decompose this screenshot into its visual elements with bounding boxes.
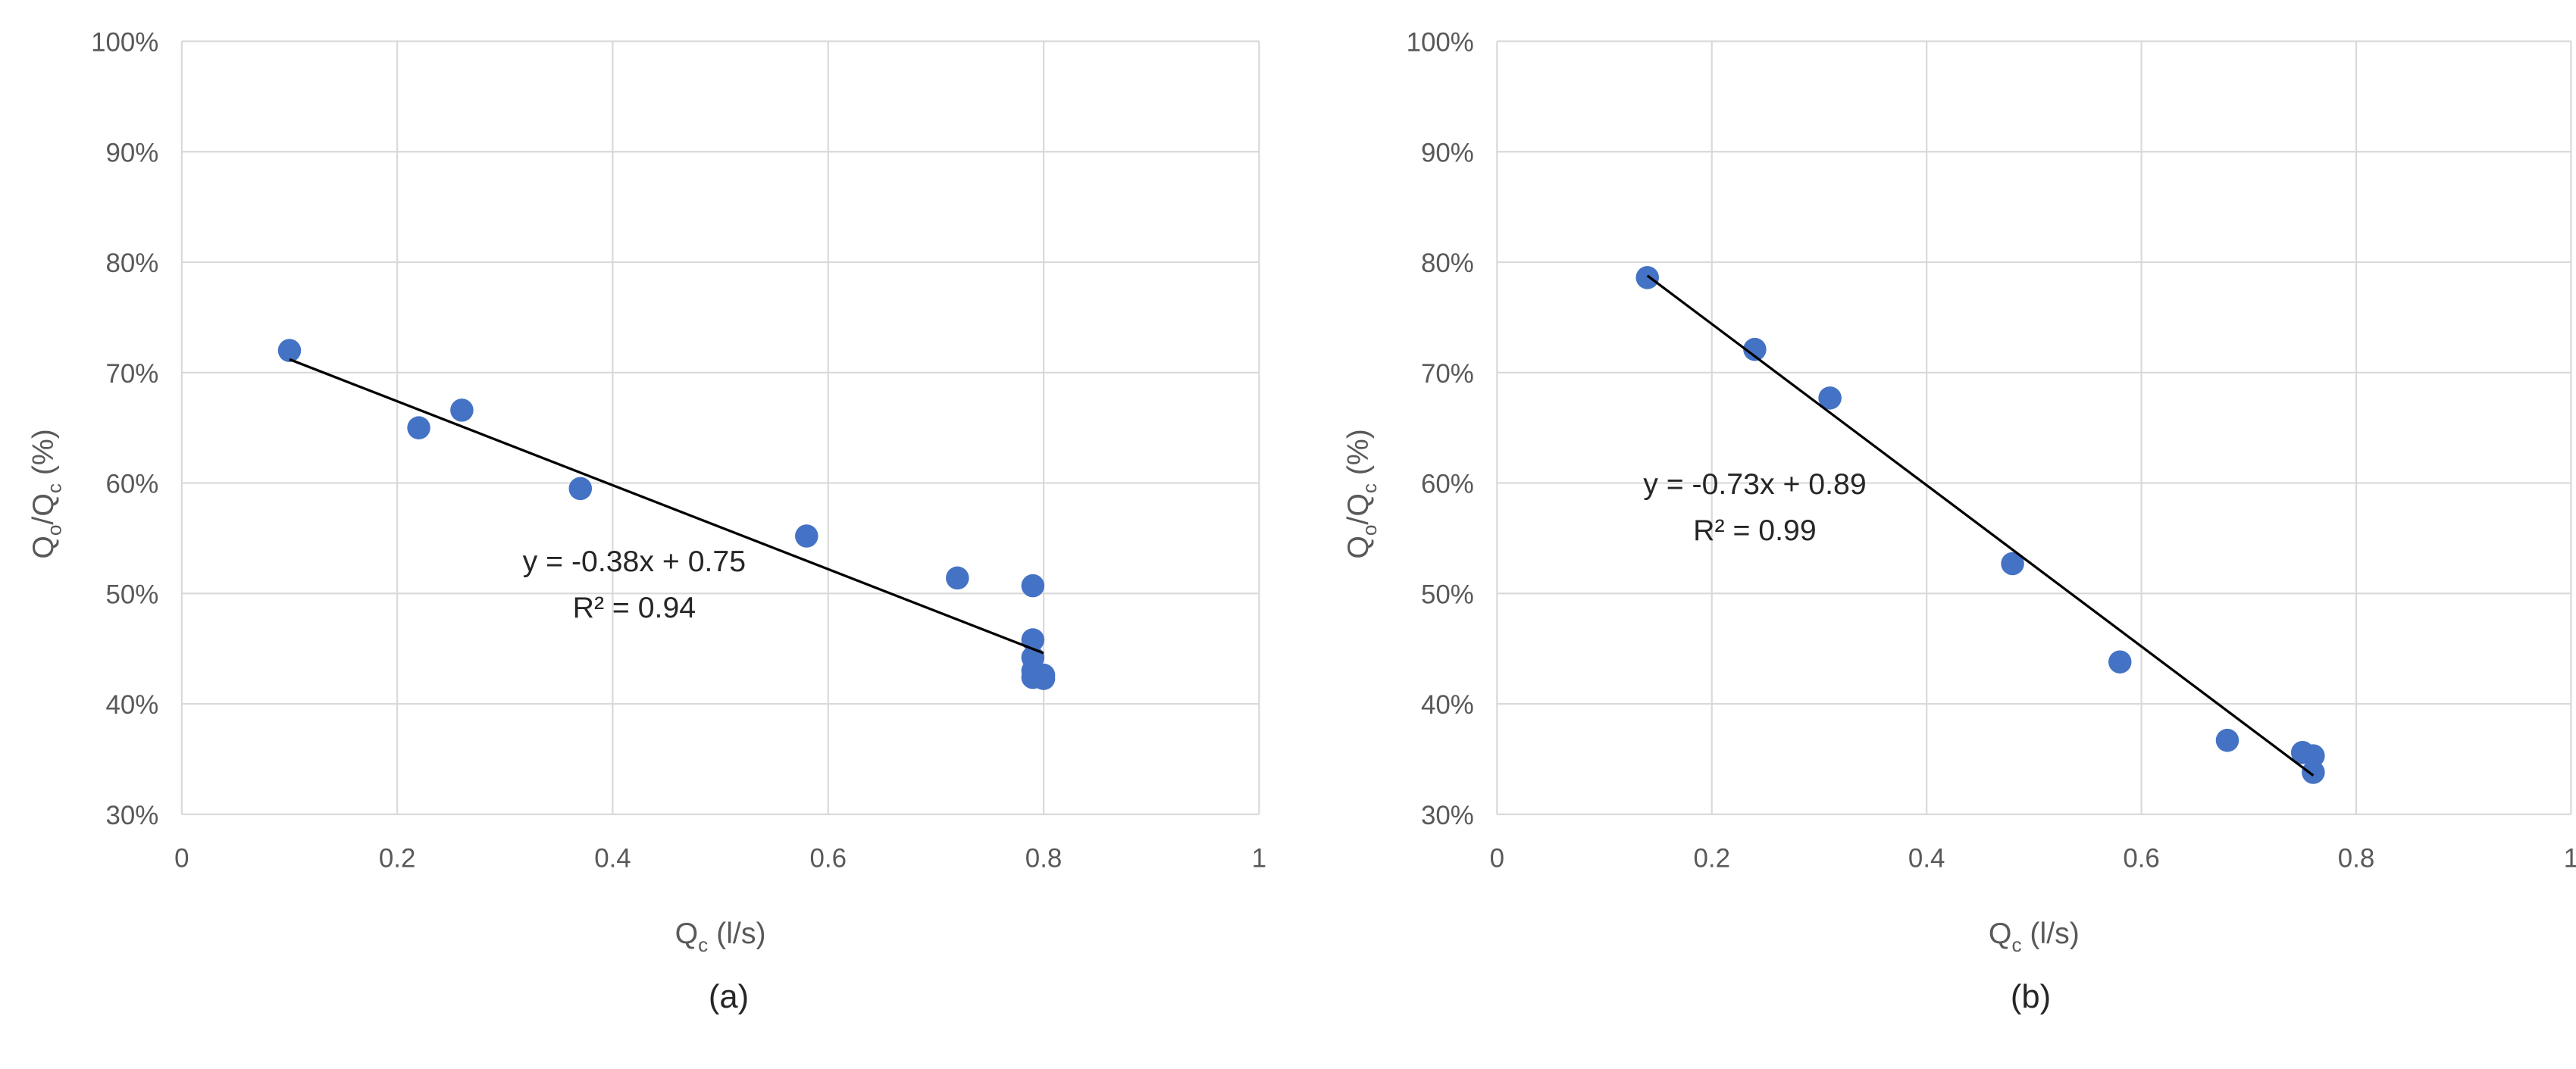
y-tick-label: 30% xyxy=(1421,801,1474,830)
y-axis-label: Qo/Qc (%) xyxy=(1341,429,1381,558)
r-squared-label: R² = 0.99 xyxy=(1693,514,1816,547)
x-tick-label: 0 xyxy=(1490,844,1504,874)
y-axis-label-sub: c xyxy=(43,483,66,493)
data-point xyxy=(568,477,593,501)
y-axis-label-base: Q xyxy=(27,536,60,559)
x-tick-label: 1 xyxy=(1252,844,1266,874)
x-tick-label: 1 xyxy=(2564,844,2576,874)
data-point xyxy=(450,399,474,422)
data-point xyxy=(407,416,430,439)
y-tick-label: 100% xyxy=(1407,28,1474,58)
trendline-equation: y = -0.73x + 0.89 xyxy=(1643,467,1866,501)
y-axis-label-base: Q xyxy=(1341,536,1375,559)
y-axis-label-mid: /Q xyxy=(1341,493,1375,524)
x-tick-label: 0.2 xyxy=(379,844,415,874)
y-tick-label: 60% xyxy=(105,470,158,499)
x-tick-label: 0.8 xyxy=(1025,844,1062,874)
y-axis-label-unit: (%) xyxy=(27,429,60,483)
y-tick-label: 80% xyxy=(105,248,158,278)
data-point xyxy=(2108,650,2132,674)
data-point xyxy=(1818,386,1842,410)
x-axis-label-unit: (l/s) xyxy=(2022,917,2080,950)
data-point xyxy=(795,524,818,548)
data-point xyxy=(277,339,302,362)
x-tick-label: 0.6 xyxy=(809,844,846,874)
x-tick-label: 0 xyxy=(174,844,189,874)
y-tick-label: 70% xyxy=(105,359,158,389)
r-squared-label: R² = 0.94 xyxy=(573,591,696,624)
y-axis-label-sub: c xyxy=(1358,483,1381,493)
x-axis-label-sub: c xyxy=(2011,933,2021,956)
x-axis-label-unit: (l/s) xyxy=(708,917,765,950)
x-tick-label: 0.2 xyxy=(1693,844,1729,874)
data-point xyxy=(2302,744,2325,767)
x-tick-label: 0.6 xyxy=(2123,844,2159,874)
x-axis-label: Qc (l/s) xyxy=(675,917,766,956)
x-axis-label-sub: c xyxy=(698,933,708,956)
x-axis-label-base: Q xyxy=(1989,917,2012,950)
data-point xyxy=(1021,574,1045,598)
y-tick-label: 90% xyxy=(1421,138,1474,167)
data-point xyxy=(946,566,969,590)
x-tick-label: 0.8 xyxy=(2338,844,2374,874)
y-tick-label: 100% xyxy=(91,28,158,58)
chart-b: 30% 40% 50% 60% 70% 80% 90% 100% 0 0.2 0.4 0.6 0.8 1 Q… xyxy=(1341,28,2576,1015)
trendline xyxy=(1646,274,2315,777)
y-axis-label: Qo/Qc (%) xyxy=(27,429,66,558)
x-tick-label: 0.4 xyxy=(1908,844,1945,874)
data-point xyxy=(1031,667,1056,690)
y-tick-label: 40% xyxy=(1421,690,1474,720)
y-axis-label-mid: /Q xyxy=(27,493,60,524)
y-tick-label: 50% xyxy=(105,580,158,609)
y-tick-label: 90% xyxy=(105,138,158,167)
y-axis-label-sub: o xyxy=(43,525,66,536)
panel-label: (b) xyxy=(2011,979,2051,1015)
data-point xyxy=(2215,728,2240,752)
y-axis-label-unit: (%) xyxy=(1341,429,1375,483)
data-point xyxy=(1635,266,1659,289)
y-tick-label: 50% xyxy=(1421,580,1474,609)
y-tick-label: 70% xyxy=(1421,359,1474,389)
panel-label: (a) xyxy=(709,979,749,1015)
data-point xyxy=(2302,761,2325,784)
y-tick-label: 80% xyxy=(1421,248,1474,278)
y-tick-label: 30% xyxy=(105,801,158,830)
x-axis-label-base: Q xyxy=(675,917,699,950)
trendline xyxy=(289,358,1044,655)
data-point xyxy=(2001,552,2024,576)
x-tick-label: 0.4 xyxy=(594,844,631,874)
y-axis-label-sub: o xyxy=(1358,525,1381,536)
y-tick-label: 60% xyxy=(1421,470,1474,499)
trendline-equation: y = -0.38x + 0.75 xyxy=(523,545,746,578)
data-point xyxy=(1743,337,1767,361)
y-tick-label: 40% xyxy=(105,690,158,720)
x-axis-label: Qc (l/s) xyxy=(1989,917,2080,956)
chart-a: 30% 40% 50% 60% 70% 80% 90% 100% 0 0.2 0.4 0.6 0.8 1 Q… xyxy=(27,28,1266,1015)
